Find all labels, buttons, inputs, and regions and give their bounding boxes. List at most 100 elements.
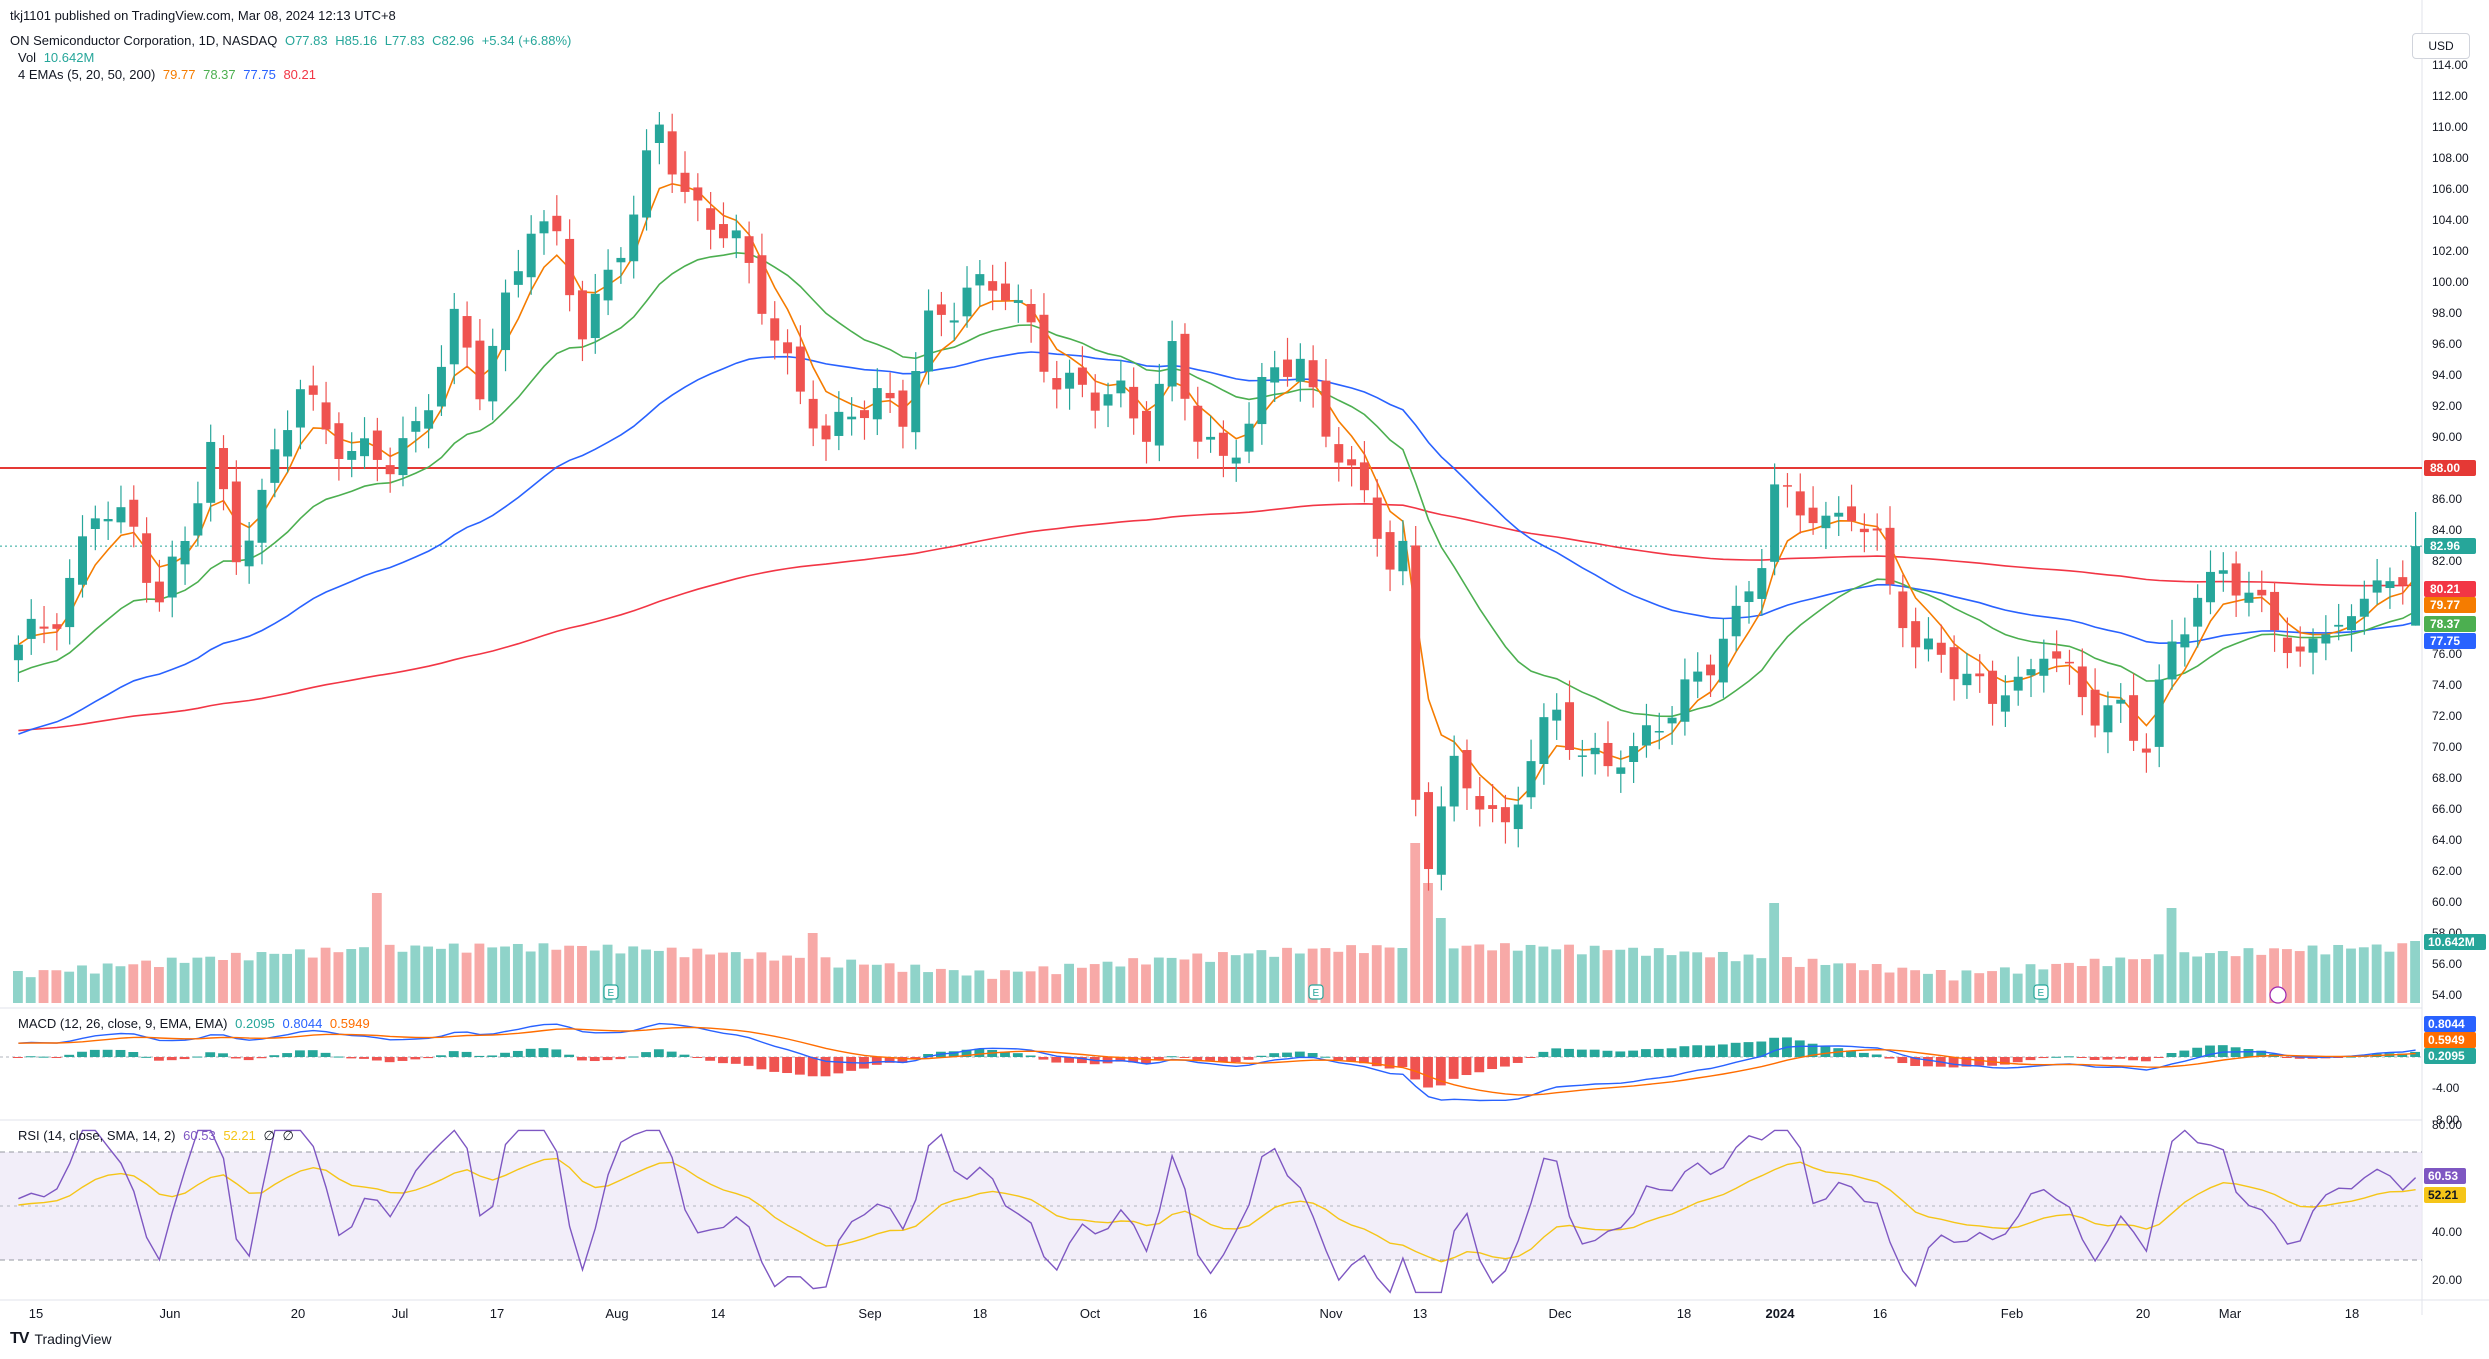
volume-bar: [1089, 964, 1100, 1003]
candle-body: [1539, 717, 1549, 765]
volume-bar: [1256, 950, 1267, 1003]
ema20-line: [18, 251, 2416, 718]
price-tick-label: 70.00: [2432, 740, 2462, 754]
candle-body: [475, 340, 485, 400]
volume-bar: [1294, 953, 1305, 1003]
candle-body: [1436, 806, 1446, 875]
price-badge-label: 82.96: [2430, 539, 2460, 553]
footer-brand[interactable]: TV TradingView: [10, 1330, 112, 1348]
volume-series: [13, 843, 2420, 1003]
macd-hist-bar: [1359, 1057, 1369, 1064]
candle-body: [2141, 748, 2151, 753]
macd-hist-bar: [512, 1050, 523, 1057]
volume-bar: [166, 957, 177, 1003]
volume-bar: [243, 960, 254, 1003]
candle-body: [2013, 676, 2023, 691]
candle-body: [2270, 591, 2280, 631]
volume-legend-label: Vol: [18, 50, 37, 65]
candle-body: [167, 556, 177, 598]
candle-body: [2167, 641, 2177, 680]
volume-bar: [282, 953, 293, 1003]
macd-hist-bar: [1576, 1049, 1587, 1057]
ema-legend[interactable]: 4 EMAs (5, 20, 50, 200) 79.77 78.37 77.7…: [18, 67, 320, 82]
volume-bar: [884, 963, 895, 1003]
volume-bar: [1910, 970, 1921, 1003]
macd-line: [18, 1022, 2416, 1102]
macd-hist-bar: [820, 1057, 831, 1077]
macd-hist-bar: [448, 1051, 459, 1057]
candle-body: [13, 644, 23, 661]
macd-hist-bar: [551, 1049, 562, 1057]
volume-bar: [1833, 963, 1844, 1003]
volume-bar: [1102, 961, 1113, 1003]
time-tick-label: 15: [29, 1306, 43, 1321]
candle-body: [244, 540, 254, 567]
candle-body: [1988, 670, 1998, 704]
macd-hist-bar: [461, 1051, 472, 1057]
macd-hist-bar: [1333, 1057, 1344, 1061]
macd-legend[interactable]: MACD (12, 26, close, 9, EMA, EMA) 0.2095…: [18, 1016, 374, 1031]
volume-bar: [1205, 961, 1215, 1003]
price-badge: [2424, 597, 2476, 613]
volume-bar: [859, 964, 869, 1003]
volume-bar: [1179, 959, 1190, 1003]
macd-hist-bar: [89, 1049, 100, 1057]
volume-bar: [961, 975, 972, 1003]
macd-hist-bar: [1858, 1052, 1869, 1057]
macd-hist-bar: [77, 1051, 87, 1057]
candle-body: [526, 233, 536, 278]
macd-hist-bar: [230, 1057, 241, 1059]
candle-body: [1667, 717, 1677, 724]
candle-body: [962, 287, 972, 317]
candle-body: [103, 518, 113, 522]
rsi-tick-label: 40.00: [2432, 1225, 2462, 1239]
candle-body: [1552, 709, 1562, 721]
volume-bar: [13, 971, 23, 1003]
macd-hist-bar: [1410, 1057, 1421, 1080]
volume-bar: [2166, 908, 2177, 1003]
volume-bar: [1346, 945, 1357, 1003]
volume-bar: [218, 960, 228, 1003]
volume-bar: [1230, 955, 1241, 1003]
price-tick-label: 76.00: [2432, 647, 2462, 661]
volume-bar: [1384, 947, 1395, 1003]
currency-button[interactable]: USD: [2412, 33, 2470, 59]
volume-bar: [910, 964, 921, 1003]
candle-body: [2282, 637, 2292, 654]
candle-body: [180, 540, 190, 565]
candle-body: [1975, 673, 1985, 677]
candle-body: [1795, 491, 1805, 516]
candle-body: [565, 238, 575, 296]
volume-bar: [1076, 967, 1087, 1003]
candle-body: [1462, 750, 1472, 789]
macd-hist-bar: [1589, 1049, 1600, 1057]
candle-body: [2180, 634, 2190, 648]
volume-legend[interactable]: Vol 10.642M: [18, 50, 98, 65]
volume-bar: [1038, 966, 1049, 1003]
volume-bar: [1538, 946, 1549, 1003]
volume-legend-value: 10.642M: [43, 50, 95, 65]
volume-bar: [384, 944, 395, 1003]
macd-hist-bar: [756, 1057, 767, 1070]
macd-hist-bar: [102, 1049, 113, 1057]
symbol-line[interactable]: ON Semiconductor Corporation, 1D, NASDAQ…: [10, 33, 575, 48]
candle-body: [154, 581, 164, 603]
candle-body: [347, 450, 357, 460]
macd-hist-bar: [1871, 1054, 1882, 1057]
candle-body: [2398, 577, 2408, 586]
volume-bar: [2128, 959, 2138, 1003]
volume-badge-label: 10.642M: [2428, 935, 2475, 949]
candle-body: [2244, 592, 2254, 603]
candle-body: [2334, 624, 2344, 627]
symbol-name[interactable]: ON Semiconductor Corporation, 1D, NASDAQ: [10, 33, 278, 48]
macd-hist-bar: [205, 1052, 216, 1057]
candle-body: [2103, 705, 2113, 733]
macd-hist-bar: [1115, 1057, 1126, 1062]
volume-bar: [1999, 967, 2010, 1003]
macd-hist-bar: [846, 1057, 857, 1071]
volume-bar: [1641, 955, 1651, 1003]
candle-body: [1872, 528, 1882, 531]
rsi-legend[interactable]: RSI (14, close, SMA, 14, 2) 60.53 52.21 …: [18, 1128, 298, 1144]
price-tick-label: 84.00: [2432, 523, 2462, 537]
